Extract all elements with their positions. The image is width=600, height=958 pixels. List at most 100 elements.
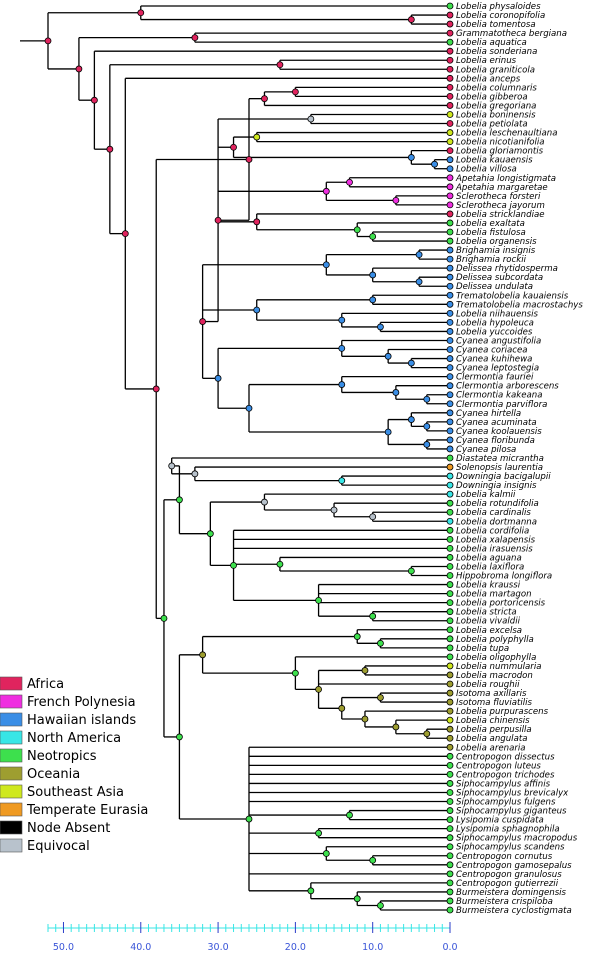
internal-node-43 <box>369 513 377 521</box>
tip-node-61 <box>446 554 454 561</box>
legend-label: Africa <box>27 677 64 692</box>
taxon-label: Lobelia dortmanna <box>456 517 537 527</box>
internal-node-30 <box>338 381 346 388</box>
axis-tick-label: 30.0 <box>207 942 228 953</box>
taxon-label: Hippobroma longiflora <box>456 572 552 582</box>
taxon-label: Lobelia kauaensis <box>456 156 533 166</box>
internal-node-74 <box>152 385 160 393</box>
internal-node-15 <box>353 226 361 234</box>
taxon-label: Lobelia arenaria <box>456 743 526 753</box>
tip-node-92 <box>446 834 454 842</box>
internal-node-56 <box>377 694 384 701</box>
tip-node-17 <box>446 156 454 164</box>
tip-node-81 <box>446 734 454 742</box>
tip-node-35 <box>446 318 454 326</box>
taxon-label: Centropogon trichodes <box>456 770 555 780</box>
legend-swatch <box>0 730 23 745</box>
internal-node-77 <box>90 96 98 104</box>
internal-node-28 <box>423 395 431 403</box>
tip-node-69 <box>446 626 454 634</box>
taxon-label: Lobelia sonderiana <box>456 47 537 57</box>
taxon-label: Lobelia stricta <box>456 608 517 618</box>
internal-node-70 <box>307 887 315 895</box>
legend-label: North America <box>27 731 121 746</box>
tip-node-46 <box>446 418 454 426</box>
taxon-label: Burmeistera crispiloba <box>456 897 553 907</box>
internal-node-51 <box>206 530 214 538</box>
legend-swatch <box>0 748 23 763</box>
tip-node-93 <box>446 843 454 851</box>
taxon-label: Lobelia excelsa <box>456 626 522 636</box>
internal-node-37 <box>199 318 207 325</box>
internal-node-7 <box>253 133 261 141</box>
internal-node-35 <box>245 404 253 412</box>
taxon-label: Siphocampylus brevicalyx <box>456 788 569 798</box>
tip-node-94 <box>446 852 454 860</box>
internal-node-68 <box>377 902 384 909</box>
taxon-label: Lobelia stricklandiae <box>456 210 545 220</box>
taxon-label: Diastatea micrantha <box>456 454 544 464</box>
taxon-label: Lobelia cordifolia <box>456 526 529 536</box>
tip-node-8 <box>446 74 454 82</box>
tip-node-25 <box>446 228 454 236</box>
tip-node-3 <box>446 29 454 37</box>
internal-node-60 <box>338 704 346 712</box>
internal-node-8 <box>431 160 438 168</box>
tip-node-78 <box>446 707 454 715</box>
internal-node-75 <box>121 230 129 238</box>
tip-node-48 <box>446 436 454 444</box>
tip-node-31 <box>446 282 454 290</box>
tip-node-11 <box>446 102 454 109</box>
taxon-label: Centropogon cornutus <box>456 852 553 862</box>
internal-node-22 <box>377 323 384 331</box>
tip-node-98 <box>446 888 454 896</box>
taxon-label: Cyanea hirtella <box>456 409 521 419</box>
tip-node-49 <box>446 445 454 453</box>
axis-tick-label: 40.0 <box>130 942 151 953</box>
internal-node-21 <box>369 296 377 304</box>
legend-label: Equivocal <box>27 839 90 854</box>
tip-node-100 <box>446 906 454 914</box>
taxon-label: Lobelia fistulosa <box>456 228 526 238</box>
internal-node-5 <box>261 95 268 103</box>
time-axis: 50.0 40.0 30.0 20.0 10.0 0.0 <box>47 922 458 953</box>
tip-node-16 <box>446 147 454 155</box>
tip-node-84 <box>446 761 454 769</box>
taxon-label: Lobelia tupa <box>456 644 509 654</box>
taxon-label: Downingia bacigalupii <box>456 472 551 482</box>
tip-node-24 <box>446 219 454 227</box>
legend-swatch <box>0 694 23 709</box>
tip-node-74 <box>446 671 454 679</box>
internal-node-32 <box>407 416 415 423</box>
taxon-label: Solenopsis laurentia <box>456 463 543 473</box>
axis-tick-label: 0.0 <box>442 942 457 953</box>
taxon-label: Lobelia kraussi <box>456 581 521 591</box>
internal-node-67 <box>322 850 330 857</box>
taxon-label: Lobelia boninensis <box>456 110 536 120</box>
internal-node-52 <box>176 496 183 504</box>
internal-node-26 <box>384 352 392 360</box>
internal-node-61 <box>315 685 322 693</box>
taxon-label: Lobelia martagon <box>456 590 532 600</box>
tip-node-43 <box>446 391 454 399</box>
tip-node-97 <box>446 879 454 887</box>
taxon-label: Lobelia rotundifolia <box>456 499 539 509</box>
tip-node-39 <box>446 355 454 362</box>
legend-swatch <box>0 802 23 817</box>
taxon-label: Lobelia oligophylla <box>456 653 536 663</box>
taxon-label: Cyanea acuminata <box>456 418 537 428</box>
taxon-label: Siphocampylus giganteus <box>456 807 567 817</box>
taxon-label: Cyanea koolauensis <box>456 427 542 437</box>
legend-swatch <box>0 784 23 799</box>
internal-node-46 <box>407 567 415 575</box>
tip-node-65 <box>446 590 454 597</box>
taxon-label: Lobelia yuccoides <box>456 327 533 337</box>
tip-node-21 <box>446 192 454 200</box>
tip-node-19 <box>446 174 454 182</box>
taxon-label: Lobelia gibberoa <box>456 92 528 102</box>
tip-node-55 <box>446 499 454 507</box>
taxon-label: Lobelia anceps <box>456 74 521 84</box>
internal-node-38 <box>214 216 222 224</box>
tip-node-44 <box>446 400 454 408</box>
